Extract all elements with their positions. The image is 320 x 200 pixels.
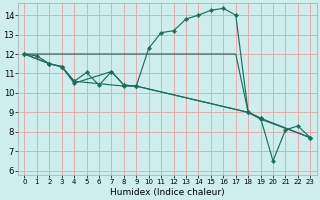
X-axis label: Humidex (Indice chaleur): Humidex (Indice chaleur) — [110, 188, 225, 197]
